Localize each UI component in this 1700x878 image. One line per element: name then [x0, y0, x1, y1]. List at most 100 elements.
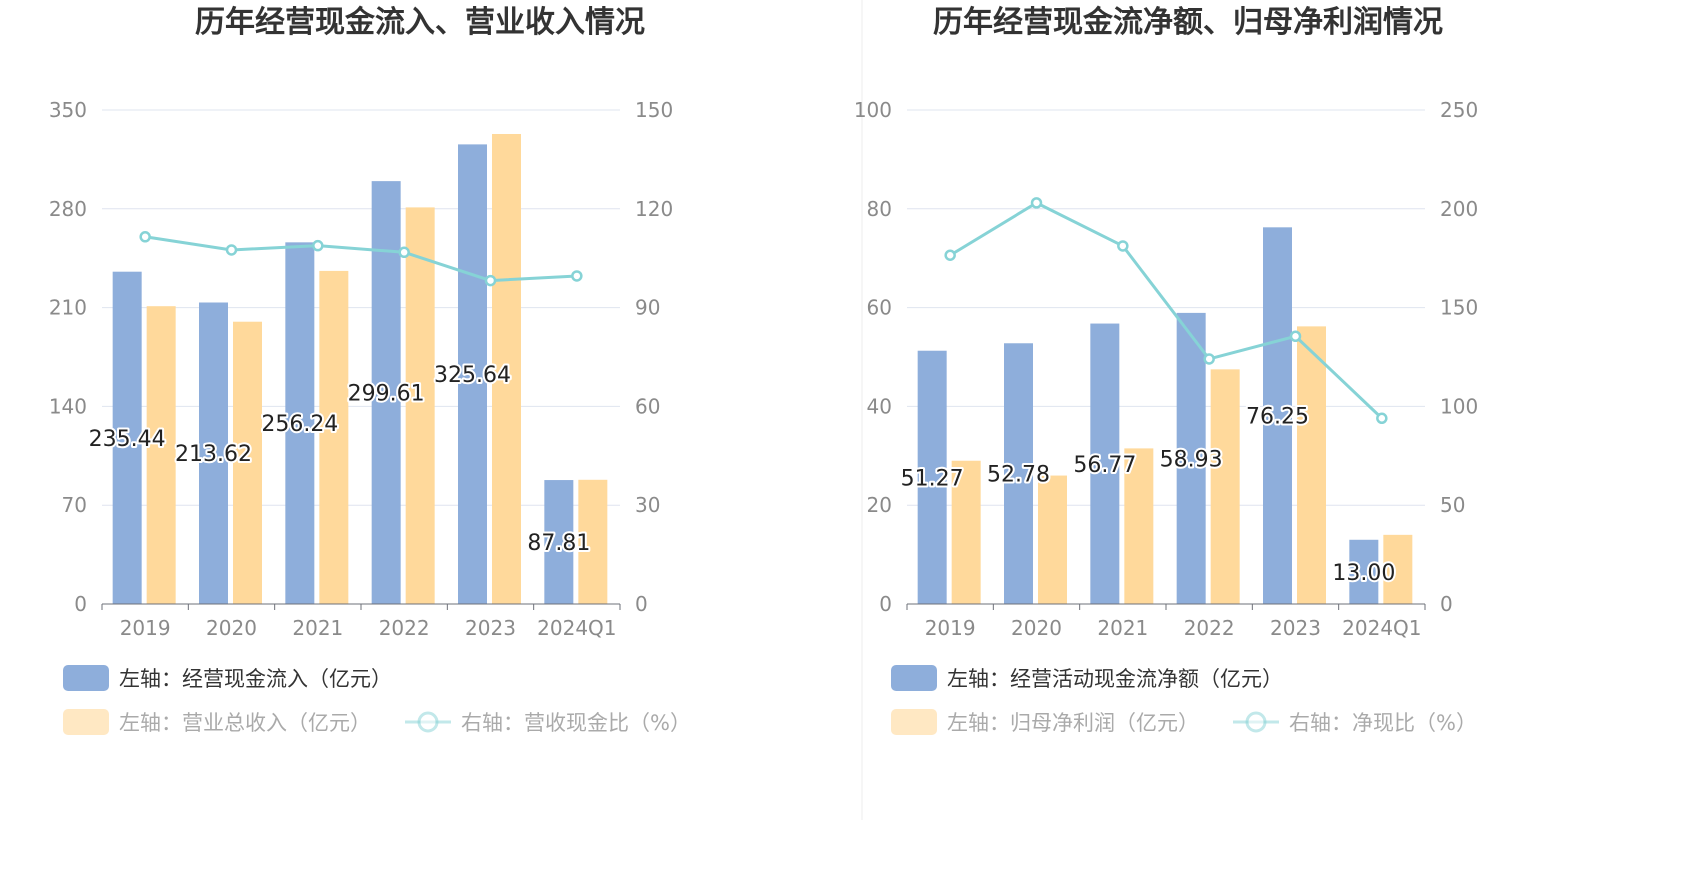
legend-swatch-bar-right [63, 709, 109, 735]
left-axis-tick-label: 210 [49, 296, 87, 320]
bar-data-label: 58.93 [1160, 447, 1223, 472]
bar-operating-net-cash [1349, 539, 1379, 604]
ratio-point [1117, 240, 1129, 252]
x-axis-tick-label: 2023 [465, 616, 516, 640]
chart-panel-1: 历年经营现金流入、营业收入情况 0 70 140 210 280 350 0 30 60 90 120… [49, 5, 691, 735]
bar-operating-net-cash [917, 350, 947, 604]
bar-net-profit [1038, 475, 1067, 604]
right-axis-tick-label: 100 [1440, 394, 1478, 418]
bar-data-label: 13.00 [1332, 561, 1395, 586]
legend-swatch-bar-left [891, 665, 937, 691]
left-axis-tick-label: 70 [62, 493, 87, 517]
legend-label: 右轴：营收现金比（%） [461, 711, 691, 735]
right-axis-tick-label: 250 [1440, 98, 1478, 122]
ratio-point [1289, 330, 1302, 343]
x-axis-tick-label: 2021 [292, 616, 343, 640]
left-axis-tick-label: 40 [867, 394, 892, 418]
ratio-point [398, 246, 410, 259]
left-axis-tick-label: 140 [49, 394, 87, 418]
bar-net-profit [1210, 369, 1240, 604]
left-axis-tick-label: 100 [854, 98, 892, 122]
bar-total-revenue [319, 270, 349, 604]
x-axis-tick-label: 2020 [206, 616, 257, 640]
right-axis-tick-label: 50 [1440, 493, 1465, 517]
legend-label: 左轴：营业总收入（亿元） [119, 711, 371, 735]
left-axis-tick-label: 0 [74, 592, 87, 616]
right-axis-tick-label: 150 [1440, 296, 1478, 320]
right-axis-tick-label: 150 [635, 98, 673, 122]
bar-operating-net-cash [1004, 343, 1033, 604]
ratio-point [1203, 353, 1215, 365]
bar-data-label: 235.44 [89, 427, 166, 452]
left-axis-tick-label: 60 [867, 296, 892, 320]
chart-title: 历年经营现金流入、营业收入情况 [195, 5, 645, 40]
right-axis-tick-label: 200 [1440, 197, 1478, 221]
bar-net-profit [951, 460, 981, 604]
bar-data-label: 299.61 [348, 382, 425, 407]
ratio-point [139, 231, 151, 243]
bar-net-profit [1124, 448, 1154, 604]
bar-total-revenue [405, 207, 435, 605]
right-axis-tick-label: 0 [1440, 592, 1453, 616]
bar-total-revenue [146, 306, 176, 604]
ratio-point [944, 249, 956, 261]
left-axis-tick-label: 0 [879, 592, 892, 616]
right-axis-tick-label: 30 [635, 493, 660, 517]
x-axis-tick-label: 2019 [925, 616, 976, 640]
left-axis-tick-label: 80 [867, 197, 892, 221]
legend-swatch-line-marker [1245, 711, 1267, 733]
left-axis-tick-label: 350 [49, 98, 87, 122]
bar-data-label: 256.24 [261, 412, 338, 437]
bar-operating-net-cash [1263, 227, 1292, 604]
x-axis-tick-label: 2022 [1184, 616, 1235, 640]
x-axis-tick-label: 2019 [120, 616, 171, 640]
chart-panel-2: 历年经营现金流净额、归母净利润情况 0 20 40 60 80 100 0 50 100 150 20… [854, 5, 1478, 735]
right-axis-tick-label: 0 [635, 592, 648, 616]
bar-cash-inflow [285, 242, 315, 604]
bar-total-revenue [578, 479, 608, 604]
bar-cash-inflow [112, 271, 142, 604]
x-axis-tick-label: 2024Q1 [1342, 616, 1421, 640]
legend-label: 左轴：经营活动现金流净额（亿元） [947, 667, 1283, 691]
legend-label: 左轴：归母净利润（亿元） [947, 711, 1199, 735]
x-axis-tick-label: 2020 [1011, 616, 1062, 640]
legend-label: 左轴：经营现金流入（亿元） [119, 667, 392, 691]
ratio-point [1376, 412, 1388, 425]
chart-title: 历年经营现金流净额、归母净利润情况 [933, 5, 1443, 40]
bar-cash-inflow [544, 480, 574, 604]
bar-data-label: 76.25 [1246, 405, 1309, 430]
ratio-line [144, 235, 577, 283]
x-axis-tick-label: 2024Q1 [537, 616, 616, 640]
bar-net-profit [1297, 326, 1326, 604]
x-axis-tick-label: 2023 [1270, 616, 1321, 640]
bar-total-revenue [233, 321, 262, 604]
bar-data-label: 56.77 [1073, 453, 1136, 478]
ratio-line [949, 201, 1383, 420]
bar-data-label: 213.62 [175, 442, 252, 467]
bar-data-label: 325.64 [434, 363, 511, 388]
right-axis-tick-label: 90 [635, 296, 660, 320]
right-axis-tick-label: 60 [635, 394, 660, 418]
bar-net-profit [1383, 534, 1413, 604]
right-axis-tick-label: 120 [635, 197, 673, 221]
legend-swatch-bar-left [63, 665, 109, 691]
ratio-point [484, 274, 497, 287]
bar-operating-net-cash [1090, 323, 1120, 604]
left-axis-tick-label: 20 [867, 493, 892, 517]
bar-data-label: 87.81 [527, 531, 590, 556]
bar-cash-inflow [199, 302, 228, 604]
left-axis-tick-label: 280 [49, 197, 87, 221]
bar-data-label: 51.27 [901, 466, 964, 491]
ratio-point [1030, 197, 1043, 209]
x-axis-tick-label: 2022 [379, 616, 430, 640]
legend-swatch-bar-right [891, 709, 937, 735]
ratio-point [312, 239, 324, 252]
bar-operating-net-cash [1176, 312, 1206, 604]
ratio-point [225, 244, 238, 256]
bar-total-revenue [492, 133, 521, 604]
legend-label: 右轴：净现比（%） [1289, 711, 1477, 735]
bar-cash-inflow [458, 144, 487, 605]
ratio-point [571, 270, 583, 282]
